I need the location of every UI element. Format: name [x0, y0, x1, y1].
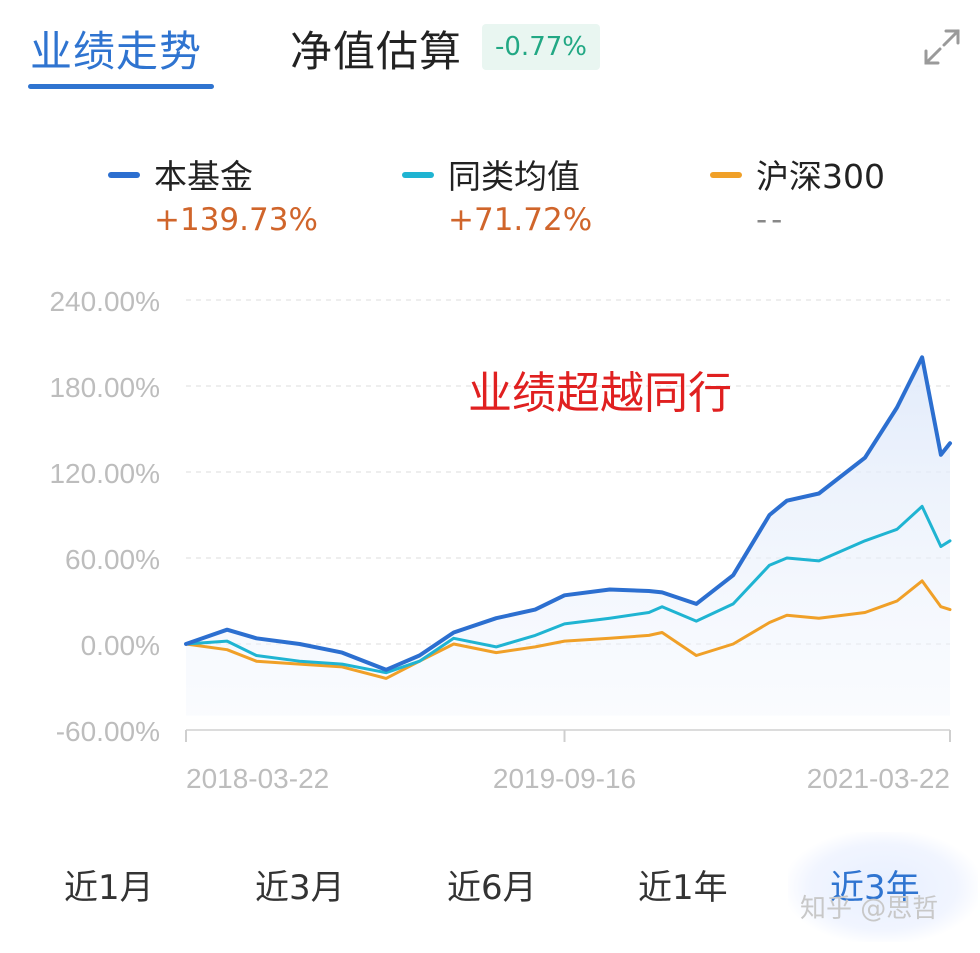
active-range-highlight: [788, 832, 978, 942]
legend-value: --: [756, 202, 787, 238]
range-6m[interactable]: 近6月: [447, 868, 537, 908]
expand-icon[interactable]: [920, 25, 964, 69]
fund-area-fill: [186, 357, 950, 716]
x-tick-label: 2018-03-22: [186, 763, 329, 794]
legend-swatch: [402, 172, 434, 178]
tab-performance[interactable]: 业绩走势: [30, 27, 203, 76]
legend-value: +139.73%: [154, 202, 318, 238]
legend-value: +71.72%: [448, 202, 593, 238]
active-tab-indicator: [28, 84, 214, 89]
fund-line: [184, 355, 952, 672]
y-tick-label: 180.00%: [49, 372, 160, 403]
performance-chart: 240.00% 180.00% 120.00% 60.00% 0.00% -60.00% 2…: [49, 286, 952, 794]
y-tick-label: -60.00%: [56, 716, 160, 747]
x-tick-label: 2019-09-16: [493, 763, 636, 794]
range-1y[interactable]: 近1年: [638, 868, 728, 908]
legend-name: 同类均值: [448, 157, 580, 196]
range-selector: 近1月 近3月 近6月 近1年 近3年 知乎 @思哲: [0, 830, 980, 950]
chart-annotation: 业绩超越同行: [468, 368, 732, 419]
legend-swatch: [108, 172, 140, 178]
legend-name: 本基金: [154, 157, 253, 196]
legend-swatch: [710, 172, 742, 178]
range-1m[interactable]: 近1月: [64, 868, 154, 908]
tab-nav-estimate[interactable]: 净值估算: [290, 27, 463, 76]
x-tick-label: 2021-03-22: [807, 763, 950, 794]
range-3y[interactable]: 近3年: [830, 868, 920, 908]
watermark: 知乎 @思哲: [800, 894, 939, 924]
y-tick-label: 240.00%: [49, 286, 160, 317]
csi300-line: [184, 579, 952, 680]
estimate-badge: -0.77%: [482, 24, 600, 70]
y-tick-label: 120.00%: [49, 458, 160, 489]
y-tick-label: 60.00%: [65, 544, 160, 575]
category-avg-line: [184, 504, 952, 675]
legend-name: 沪深300: [756, 157, 885, 196]
y-tick-label: 0.00%: [81, 630, 160, 661]
range-3m[interactable]: 近3月: [255, 868, 345, 908]
tab-bar: 业绩走势 净值估算 -0.77%: [0, 0, 980, 100]
